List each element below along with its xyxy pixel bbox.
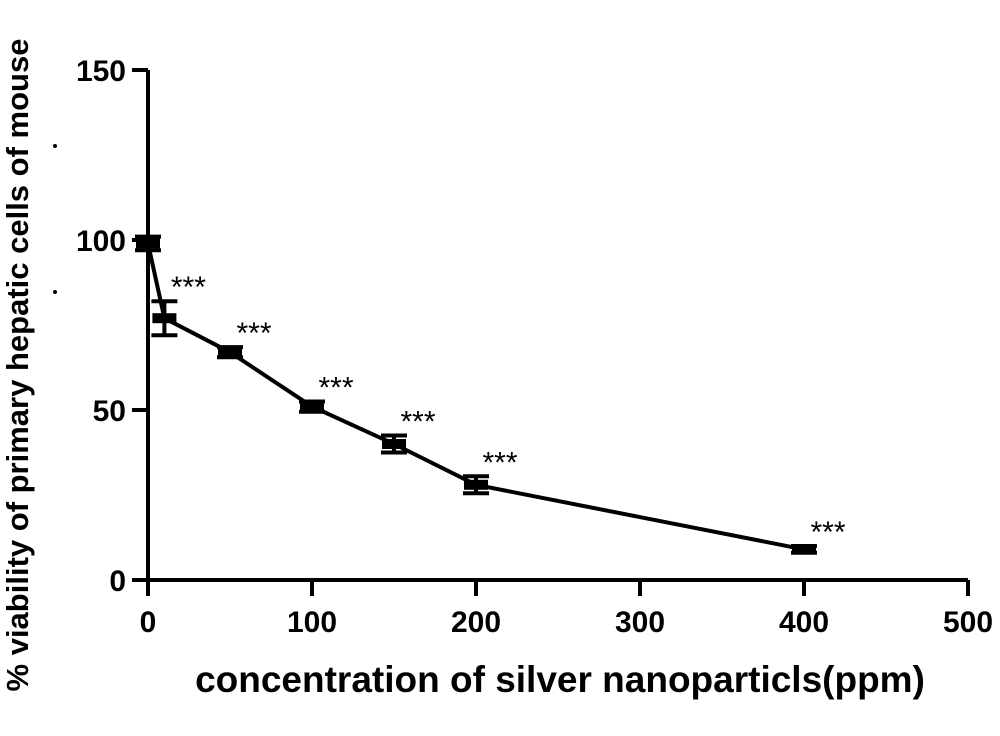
x-axis-title: concentration of silver nanoparticls(ppm… <box>195 659 925 700</box>
x-tick-label: 500 <box>943 606 993 639</box>
y-tick-label: 0 <box>109 565 126 598</box>
data-point <box>382 439 406 449</box>
data-point <box>464 479 488 490</box>
axes: 0 50 100 150 0 100 200 300 400 500 <box>76 55 993 639</box>
x-tick-label: 300 <box>615 606 665 639</box>
y-tick-label: 150 <box>76 55 126 88</box>
data-point <box>152 313 177 324</box>
x-tick-label: 400 <box>779 606 829 639</box>
x-tick-label: 100 <box>287 606 337 639</box>
y-tick-label: 100 <box>76 225 126 258</box>
significance-label: *** <box>318 372 353 405</box>
significance-label: *** <box>400 406 435 439</box>
x-tick-label: 0 <box>140 606 157 639</box>
data-point <box>136 238 160 249</box>
significance-label: *** <box>810 516 845 549</box>
data-point <box>218 347 242 358</box>
data-marks: *** *** *** *** *** *** <box>135 234 846 555</box>
stray-mark <box>53 290 57 294</box>
series-line <box>146 242 805 552</box>
significance-label: *** <box>236 317 271 350</box>
significance-label: *** <box>171 271 206 304</box>
significance-label: *** <box>482 446 517 479</box>
x-tick-label: 200 <box>451 606 501 639</box>
y-tick-label: 50 <box>93 395 126 428</box>
data-point <box>300 401 324 412</box>
stray-mark <box>53 144 57 148</box>
y-axis-title: % viability of primary hepatic cells of … <box>0 39 35 692</box>
data-point <box>792 544 816 555</box>
